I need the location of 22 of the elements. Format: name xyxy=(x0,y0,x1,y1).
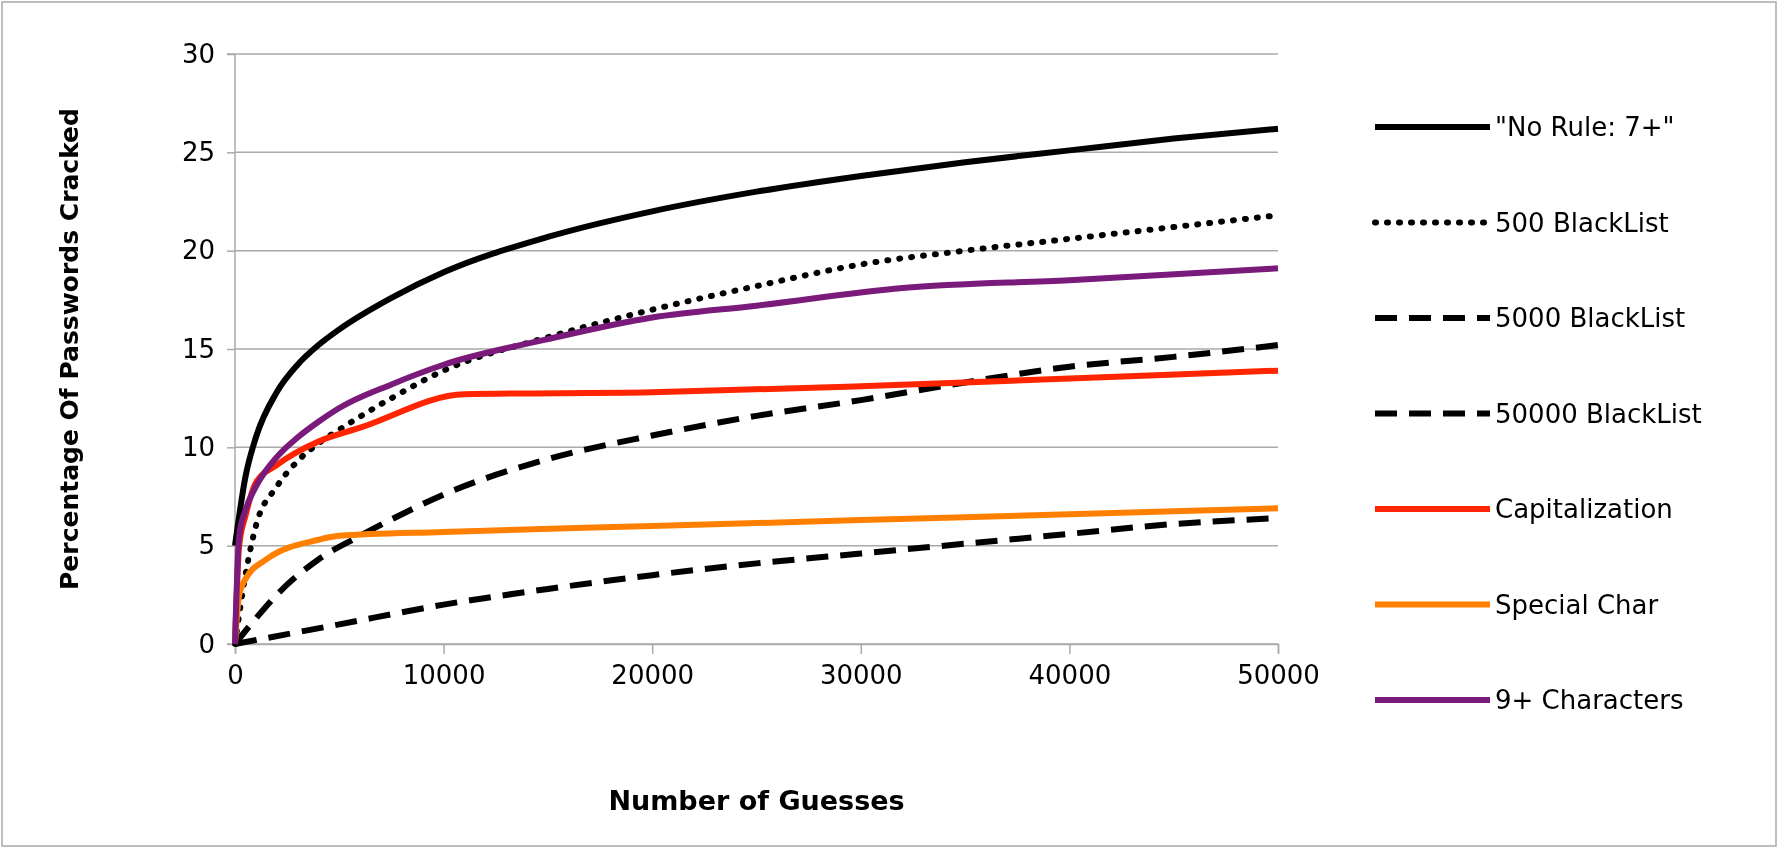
x-tick-label: 20000 xyxy=(611,660,695,691)
legend-label: 500 BlackList xyxy=(1495,207,1669,238)
legend-label: 9+ Characters xyxy=(1495,685,1684,715)
y-tick-label: 15 xyxy=(181,333,215,364)
y-tick-label: 0 xyxy=(198,628,215,659)
legend-label: Capitalization xyxy=(1495,494,1673,524)
x-tick-label: 30000 xyxy=(819,660,903,691)
y-tick-label: 30 xyxy=(181,38,215,69)
x-axis-title: Number of Guesses xyxy=(608,785,905,816)
legend-label: "No Rule: 7+" xyxy=(1495,112,1675,142)
y-tick-label: 10 xyxy=(181,432,215,463)
y-tick-label: 20 xyxy=(181,235,215,266)
y-tick-label: 25 xyxy=(181,137,215,168)
legend-label: 50000 BlackList xyxy=(1495,398,1702,429)
legend-label: 5000 BlackList xyxy=(1495,303,1686,333)
x-tick-label: 10000 xyxy=(402,660,486,691)
y-axis-title: Percentage Of Passwords Cracked xyxy=(55,108,84,590)
x-tick-label: 50000 xyxy=(1237,660,1320,691)
x-tick-label: 0 xyxy=(227,660,244,691)
y-tick-label: 5 xyxy=(198,530,215,561)
x-tick-label: 40000 xyxy=(1028,660,1112,691)
legend-label: Special Char xyxy=(1495,589,1659,620)
